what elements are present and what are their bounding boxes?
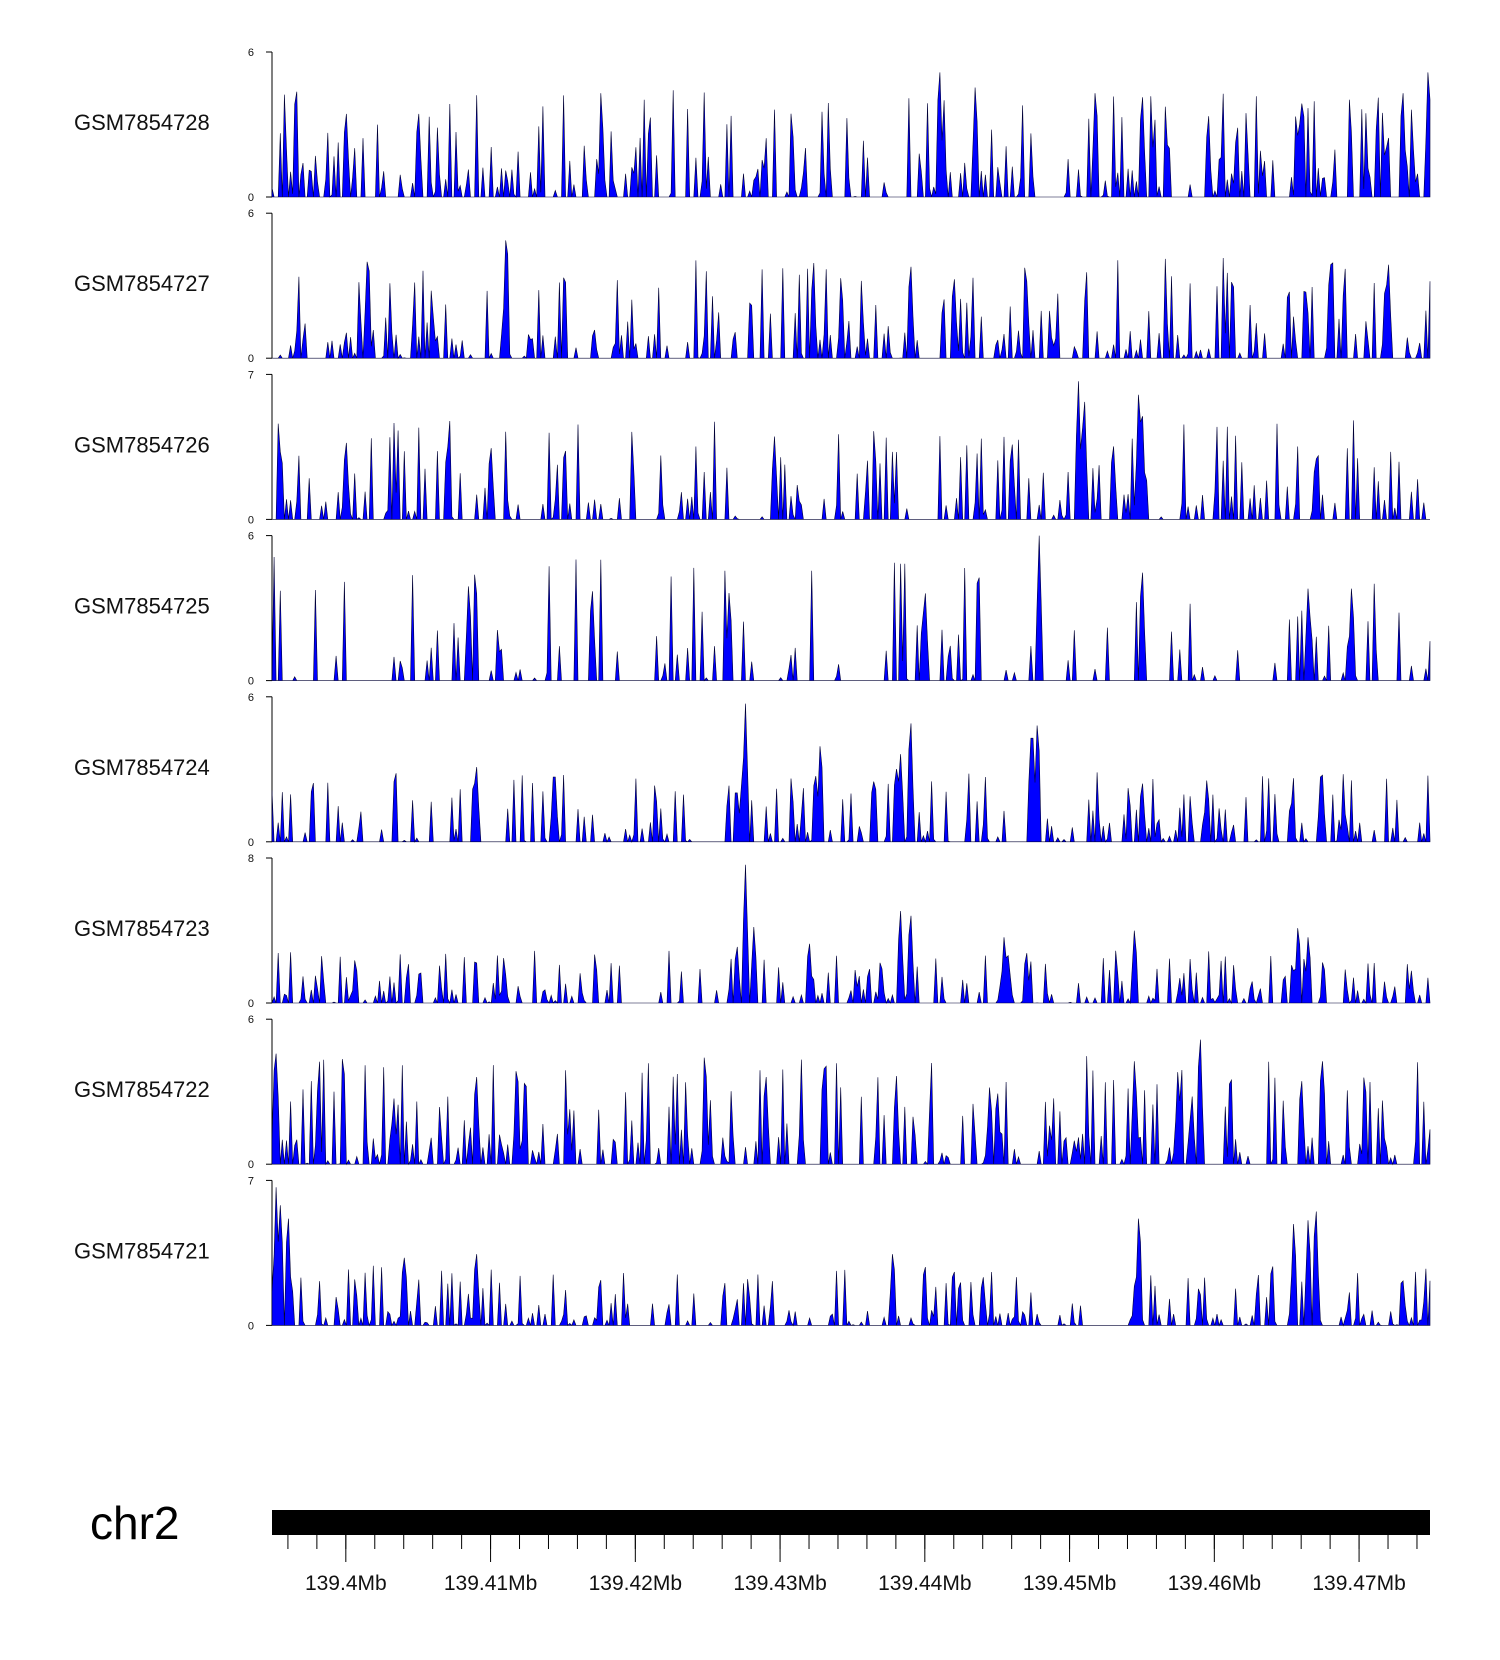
tick-label: 139.41Mb — [444, 1572, 537, 1595]
y-axis-min-label: 0 — [248, 353, 254, 365]
coverage-area — [271, 72, 1431, 198]
track-label: GSM7854728 — [74, 110, 210, 135]
y-axis-max-label: 6 — [248, 47, 254, 59]
y-axis-min-label: 0 — [248, 192, 254, 204]
chromosome-label: chr2 — [90, 1497, 179, 1549]
y-axis-max-label: 6 — [248, 1014, 254, 1026]
track-label: GSM7854727 — [74, 271, 210, 296]
coverage-area — [271, 535, 1431, 682]
track-GSM7854726: GSM7854726 7 0 — [74, 369, 1430, 526]
coverage-area — [272, 240, 1431, 360]
tick-label: 139.4Mb — [305, 1572, 387, 1595]
chromosome-bar — [272, 1510, 1430, 1535]
coverage-area — [271, 1187, 1431, 1327]
tick-label: 139.46Mb — [1168, 1572, 1261, 1595]
y-axis-min-label: 0 — [248, 1320, 254, 1332]
y-axis-max-label: 8 — [248, 853, 254, 865]
coverage-area — [272, 381, 1430, 521]
track-label: GSM7854724 — [74, 755, 210, 780]
y-axis-max-label: 6 — [248, 692, 254, 704]
track-GSM7854724: GSM7854724 6 0 — [74, 692, 1431, 849]
y-axis-min-label: 0 — [248, 676, 254, 688]
track-label: GSM7854726 — [74, 432, 210, 457]
coverage-area — [271, 1039, 1431, 1166]
y-axis-min-label: 0 — [248, 837, 254, 849]
tick-label: 139.44Mb — [878, 1572, 971, 1595]
track-GSM7854721: GSM7854721 7 0 — [74, 1175, 1431, 1332]
tracks-container: GSM785472860GSM785472760GSM785472670GSM7… — [74, 47, 1431, 1332]
coordinate-ticks: 139.4Mb 139.41Mb 139.42Mb 139.43Mb 139.44Mb 1… — [287, 1535, 1418, 1595]
tick-label: 139.42Mb — [589, 1572, 682, 1595]
coverage-area — [271, 864, 1431, 1005]
y-axis-max-label: 7 — [248, 1175, 254, 1187]
track-GSM7854723: GSM7854723 8 0 — [74, 853, 1431, 1010]
y-axis-min-label: 0 — [248, 998, 254, 1010]
track-label: GSM7854723 — [74, 916, 210, 941]
tick-label: 139.47Mb — [1312, 1572, 1405, 1595]
track-GSM7854722: GSM7854722 6 0 — [74, 1014, 1431, 1171]
tick-label: 139.45Mb — [1023, 1572, 1116, 1595]
y-axis-max-label: 6 — [248, 208, 254, 220]
track-GSM7854728: GSM7854728 6 0 — [74, 47, 1431, 204]
y-axis-min-label: 0 — [248, 1159, 254, 1171]
coverage-area — [271, 703, 1431, 843]
chromosome-axis: chr2 139.4Mb 139.41Mb 139.42Mb 139.43Mb 139.… — [90, 1497, 1430, 1595]
y-axis-min-label: 0 — [248, 514, 254, 526]
track-label: GSM7854725 — [74, 594, 210, 619]
track-label: GSM7854722 — [74, 1077, 210, 1102]
track-GSM7854725: GSM7854725 6 0 — [74, 531, 1431, 688]
track-label: GSM7854721 — [74, 1238, 210, 1263]
tick-label: 139.43Mb — [733, 1572, 826, 1595]
y-axis-max-label: 6 — [248, 531, 254, 543]
y-axis-max-label: 7 — [248, 369, 254, 381]
track-GSM7854727: GSM7854727 6 0 — [74, 208, 1431, 365]
